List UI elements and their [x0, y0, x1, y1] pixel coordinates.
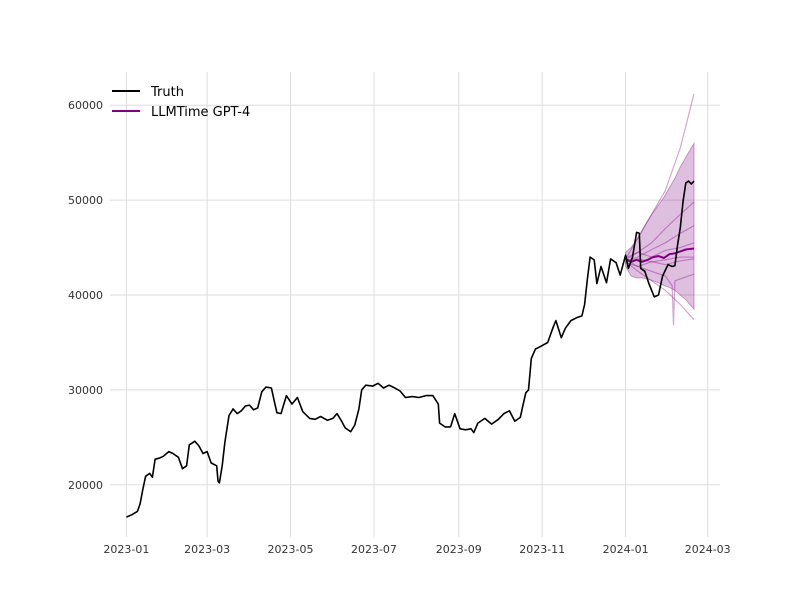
legend-label-truth: Truth	[150, 85, 184, 100]
forecast-sample-line	[625, 242, 695, 259]
x-tick-label: 2024-01	[603, 543, 649, 556]
x-tick-label: 2024-03	[685, 543, 731, 556]
legend: Truth LLMTime GPT-4	[112, 85, 250, 120]
x-tick-label: 2023-07	[351, 543, 397, 556]
x-tick-label: 2023-03	[184, 543, 230, 556]
y-tick-label: 60000	[68, 99, 103, 112]
legend-label-llmtime: LLMTime GPT-4	[151, 105, 250, 120]
x-tick-label: 2023-11	[519, 543, 565, 556]
prediction-interval-band	[625, 141, 695, 311]
truth-line	[126, 180, 695, 518]
series-lines	[126, 180, 695, 518]
x-tick-label: 2023-09	[436, 543, 482, 556]
y-tick-label: 50000	[68, 194, 103, 207]
x-axis-ticks: 2023-01 2023-03 2023-05 2023-07 2023-09 2023-…	[103, 543, 730, 556]
forecast-sample-line	[625, 258, 695, 268]
forecast-sample-line	[625, 225, 695, 262]
prediction-interval	[625, 141, 695, 311]
x-tick-label: 2023-05	[268, 543, 314, 556]
forecast-sample-line	[625, 261, 695, 321]
x-tick-label: 2023-01	[103, 543, 149, 556]
y-tick-label: 40000	[68, 289, 103, 302]
y-tick-label: 20000	[68, 479, 103, 492]
llmtime-median-line	[625, 247, 695, 263]
y-axis-ticks: 20000 30000 40000 50000 60000	[68, 99, 103, 492]
y-tick-label: 30000	[68, 384, 103, 397]
grid-lines	[110, 72, 720, 537]
